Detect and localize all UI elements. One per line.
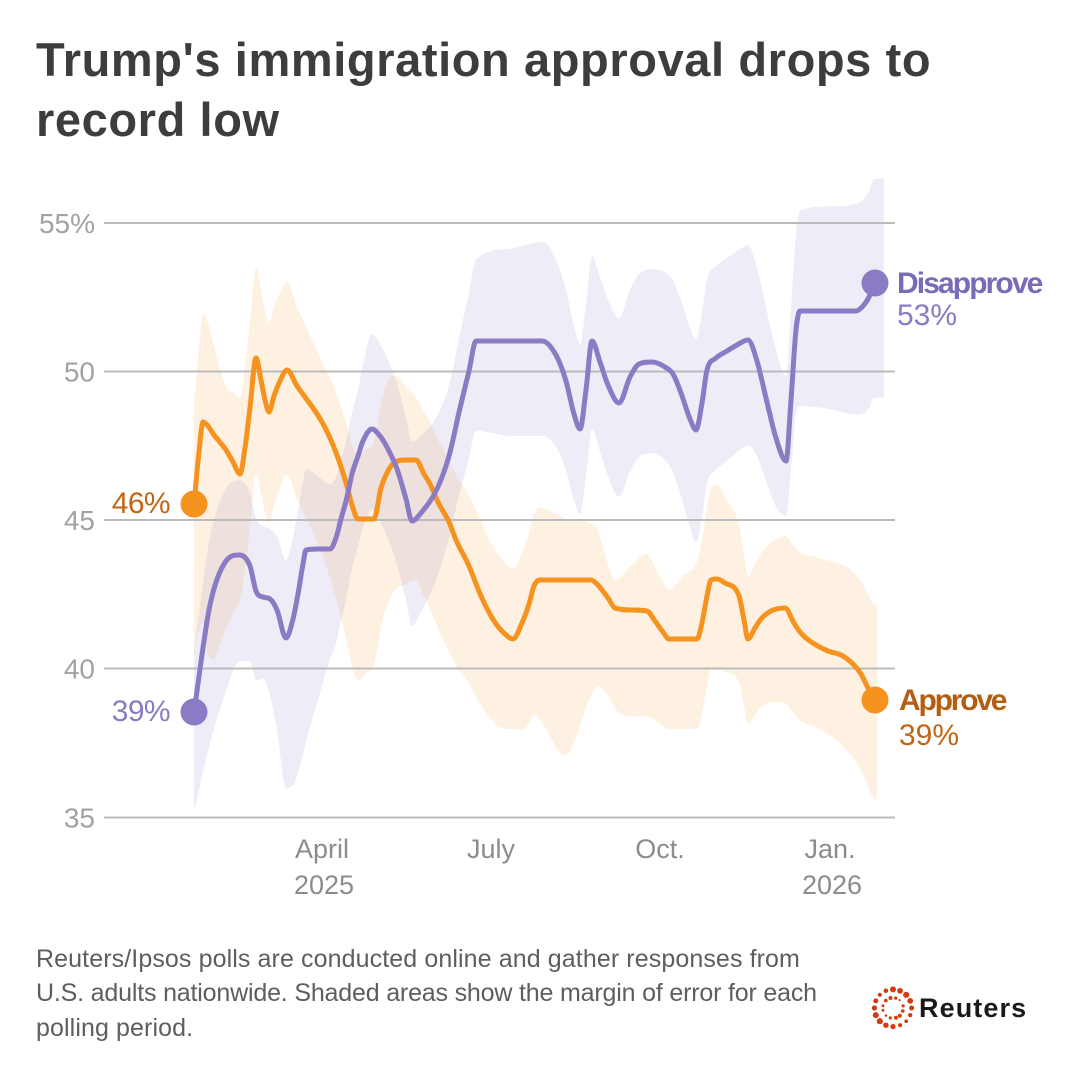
svg-text:Jan.: Jan. [804, 834, 855, 864]
svg-text:40: 40 [64, 654, 95, 685]
svg-text:39%: 39% [899, 719, 959, 752]
svg-text:45: 45 [64, 505, 95, 536]
svg-text:July: July [467, 834, 516, 864]
svg-text:55%: 55% [39, 208, 95, 239]
svg-text:39%: 39% [112, 695, 170, 728]
svg-text:50: 50 [64, 357, 95, 388]
svg-text:2025: 2025 [294, 870, 354, 900]
svg-text:Disapprove: Disapprove [897, 267, 1043, 300]
svg-text:2026: 2026 [802, 870, 862, 900]
svg-text:Oct.: Oct. [635, 834, 685, 864]
svg-text:Approve: Approve [899, 684, 1007, 717]
svg-text:April: April [295, 834, 349, 864]
svg-text:53%: 53% [897, 299, 957, 332]
svg-text:35: 35 [64, 803, 95, 834]
svg-text:46%: 46% [112, 487, 170, 520]
